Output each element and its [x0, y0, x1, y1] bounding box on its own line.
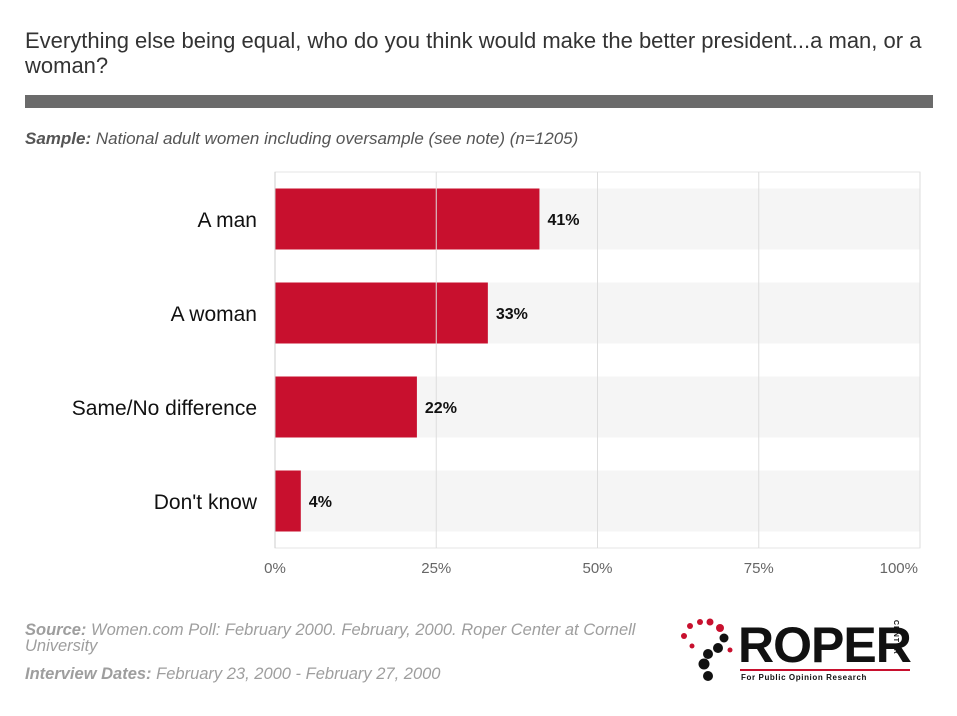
interview-dates: Interview Dates: February 23, 2000 - Feb…: [25, 665, 695, 683]
dates-text: February 23, 2000 - February 27, 2000: [156, 665, 441, 683]
logo-dots-icon: [681, 618, 733, 681]
dates-label: Interview Dates:: [25, 665, 152, 683]
x-tick-label: 25%: [421, 560, 451, 577]
value-label: 22%: [425, 400, 457, 417]
title-rule: [25, 95, 933, 108]
bar: [275, 188, 540, 250]
value-label: 41%: [547, 212, 579, 229]
roper-logo: ROPER CENTER For Public Opinion Research: [678, 616, 918, 686]
value-label: 4%: [309, 494, 332, 511]
chart-title: Everything else being equal, who do you …: [25, 28, 922, 78]
x-tick-label: 100%: [880, 560, 918, 577]
sample-text: National adult women including oversampl…: [95, 129, 579, 148]
category-label: Don't know: [154, 491, 258, 514]
x-tick-label: 75%: [744, 560, 774, 577]
logo-word: ROPER: [738, 617, 912, 673]
value-label: 33%: [496, 306, 528, 323]
sample-note: Sample: National adult women including o…: [25, 129, 578, 149]
category-label: A man: [197, 209, 257, 232]
logo-rule: [740, 669, 910, 671]
source-label: Source:: [25, 621, 87, 639]
logo-tagline: For Public Opinion Research: [741, 673, 867, 682]
bar: [275, 282, 488, 344]
category-label: A woman: [171, 303, 257, 326]
bar: [275, 376, 417, 438]
x-tick-label: 0%: [264, 560, 286, 577]
source-text: Women.com Poll: February 2000. February,…: [25, 621, 636, 655]
x-tick-label: 50%: [582, 560, 612, 577]
sample-label: Sample:: [25, 129, 92, 148]
source-note: Source: Women.com Poll: February 2000. F…: [25, 621, 695, 655]
category-label: Same/No difference: [72, 397, 257, 420]
bar: [275, 470, 301, 532]
logo-center-text: CENTER: [892, 620, 899, 655]
